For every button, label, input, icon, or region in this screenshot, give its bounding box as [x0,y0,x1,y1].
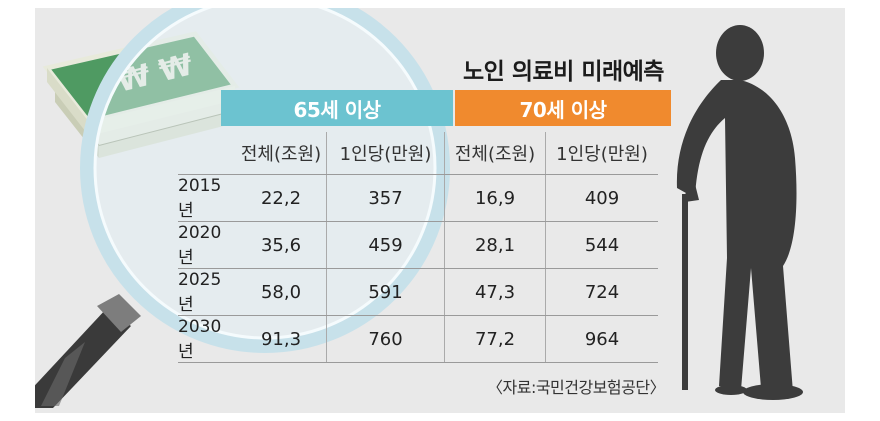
table-cell: 77,2 [444,315,546,363]
table-cell: 47,3 [444,268,546,316]
table-cell: 35,6 [236,221,327,269]
cost-table: 전체(조원) 1인당(만원) 전체(조원) 1인당(만원) 2015년 22,2… [178,132,658,363]
table-cell: 91,3 [236,315,327,363]
table-cell: 58,0 [236,268,327,316]
table-cell: 591 [326,268,445,316]
table-cell: 22,2 [236,174,327,222]
elderly-silhouette-icon [676,25,803,400]
year-cell: 2015년 [178,174,236,222]
group-header-65plus: 65세 이상 [221,90,453,126]
col-header: 전체(조원) [444,132,546,175]
col-header: 전체(조원) [236,132,327,175]
table-cell: 760 [326,315,445,363]
chart-title: 노인 의료비 미래예측 [463,59,664,85]
table-cell: 357 [326,174,445,222]
group-header-70plus: 70세 이상 [455,90,671,126]
year-cell: 2020년 [178,221,236,269]
table-cell: 724 [545,268,658,316]
table-cell: 964 [545,315,658,363]
table-row: 2025년 58,0 591 47,3 724 [178,268,658,316]
table-row: 2020년 35,6 459 28,1 544 [178,221,658,269]
col-header: 1인당(만원) [545,132,658,175]
table-cell: 28,1 [444,221,546,269]
table-cell: 409 [545,174,658,222]
year-cell: 2025년 [178,268,236,316]
magnifier-handle-icon [35,294,141,408]
source-note: 〈자료:국민건강보험공단〉 [487,378,666,397]
infographic: ₩ ₩ 노인 의료비 미래예측 65세 이상 70세 이상 전체(조원) [35,8,845,413]
col-header: 1인당(만원) [326,132,445,175]
table-cell: 16,9 [444,174,546,222]
table-cell: 544 [545,221,658,269]
year-cell: 2030년 [178,315,236,363]
table-cell: 459 [326,221,445,269]
table-header-row: 전체(조원) 1인당(만원) 전체(조원) 1인당(만원) [178,132,658,175]
table-row: 2030년 91,3 760 77,2 964 [178,315,658,363]
year-header [178,132,236,175]
table-row: 2015년 22,2 357 16,9 409 [178,174,658,222]
